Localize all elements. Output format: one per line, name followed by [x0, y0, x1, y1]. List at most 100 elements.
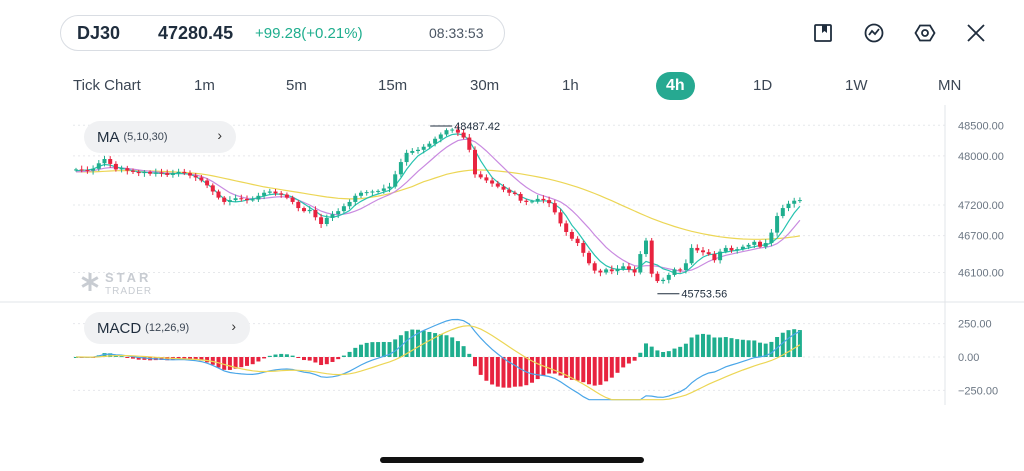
candle [176, 171, 181, 174]
symbol-header[interactable]: DJ30 47280.45 +99.28(+0.21%) 08:33:53 [60, 15, 505, 51]
macd-bar [644, 343, 648, 357]
chart-line-icon[interactable] [863, 22, 885, 44]
candle [644, 240, 648, 255]
macd-bar [518, 357, 523, 387]
candle [438, 134, 443, 139]
macd-bar [564, 357, 569, 378]
candle [683, 263, 688, 271]
macd-bar [632, 357, 637, 361]
candle [393, 174, 398, 187]
macd-bar [245, 357, 249, 366]
candle [672, 269, 677, 275]
candle [478, 174, 483, 178]
macd-bar [672, 348, 677, 357]
tab-tick-chart[interactable]: Tick Chart [73, 77, 141, 94]
candle [284, 194, 289, 198]
bookmark-icon[interactable] [812, 22, 834, 44]
candle [649, 240, 654, 274]
macd-bar [786, 330, 791, 357]
macd-bar [512, 357, 517, 387]
tab-1d[interactable]: 1D [753, 77, 773, 94]
candle [564, 223, 569, 232]
high-marker-label: 48487.42 [454, 121, 500, 133]
macd-bar [695, 334, 700, 357]
macd-bar [689, 337, 694, 357]
candle [290, 197, 295, 202]
candle [609, 269, 614, 272]
tab-5m[interactable]: 5m [286, 77, 307, 94]
tab-30m[interactable]: 30m [470, 77, 500, 94]
candle [530, 201, 534, 203]
candle [262, 192, 267, 196]
macd-bar [524, 357, 529, 386]
macd-bar [598, 357, 603, 385]
price-tick-label: 47200.00 [958, 200, 1004, 212]
candle [91, 168, 96, 171]
price-chart[interactable]: STAR TRADER 48500.00 48000.00 47200.00 4670… [0, 105, 1024, 405]
candle [518, 193, 523, 201]
macd-bar [507, 357, 512, 388]
macd-bar [723, 337, 728, 357]
macd-bar [638, 352, 643, 357]
candle [547, 200, 552, 204]
macd-indicator-pill[interactable]: MACD (12,26,9) › [84, 312, 250, 344]
candle [655, 273, 660, 282]
candle [273, 191, 278, 194]
macd-bar [775, 336, 780, 357]
close-icon[interactable] [965, 22, 987, 44]
candle [450, 129, 455, 131]
candle [381, 188, 386, 191]
watermark-line1: STAR [105, 270, 151, 285]
ma10-line [75, 138, 801, 272]
ma-indicator-pill[interactable]: MA (5,10,30) › [84, 121, 236, 153]
macd-bar [666, 351, 671, 357]
candle [188, 173, 192, 176]
candle [330, 214, 335, 218]
candle [712, 254, 717, 261]
candle [792, 200, 797, 204]
home-indicator [380, 457, 644, 463]
candle [250, 199, 255, 201]
macd-bar [347, 351, 352, 357]
tab-mn[interactable]: MN [938, 77, 962, 94]
star-trader-watermark: STAR TRADER [81, 270, 151, 297]
macd-bar [780, 332, 785, 357]
candle [85, 170, 90, 172]
macd-bar [119, 356, 124, 358]
macd-bar [604, 357, 609, 382]
macd-bar [621, 357, 626, 368]
macd-bar [450, 337, 455, 357]
macd-bar [284, 354, 289, 357]
macd-bar [381, 341, 386, 357]
candle [569, 231, 574, 239]
settings-hex-icon[interactable] [914, 22, 936, 44]
macd-bar [552, 357, 557, 374]
candle [319, 217, 324, 225]
tab-1m[interactable]: 1m [194, 77, 215, 94]
tab-1h[interactable]: 1h [562, 77, 579, 94]
macd-bar [547, 357, 552, 374]
macd-bar [678, 346, 683, 357]
candle [324, 217, 329, 225]
candle [427, 143, 432, 147]
macd-bar [592, 357, 597, 386]
candle [558, 212, 563, 224]
tab-1w[interactable]: 1W [845, 77, 868, 94]
tab-15m[interactable]: 15m [378, 77, 408, 94]
candle [119, 168, 124, 170]
macd-bar [370, 342, 375, 357]
macd-bar [279, 353, 284, 357]
candle [592, 263, 597, 271]
candle [256, 195, 261, 200]
macd-bar [131, 357, 135, 359]
quote-time: 08:33:53 [429, 25, 484, 41]
macd-bar [473, 357, 477, 367]
macd-tick-label: −250.00 [958, 385, 998, 397]
candle [769, 232, 774, 244]
macd-bar [661, 352, 666, 357]
macd-bar [797, 330, 802, 357]
tab-4h[interactable]: 4h [656, 72, 695, 100]
macd-bar [575, 357, 580, 381]
candle [735, 249, 740, 251]
candle [763, 243, 768, 247]
